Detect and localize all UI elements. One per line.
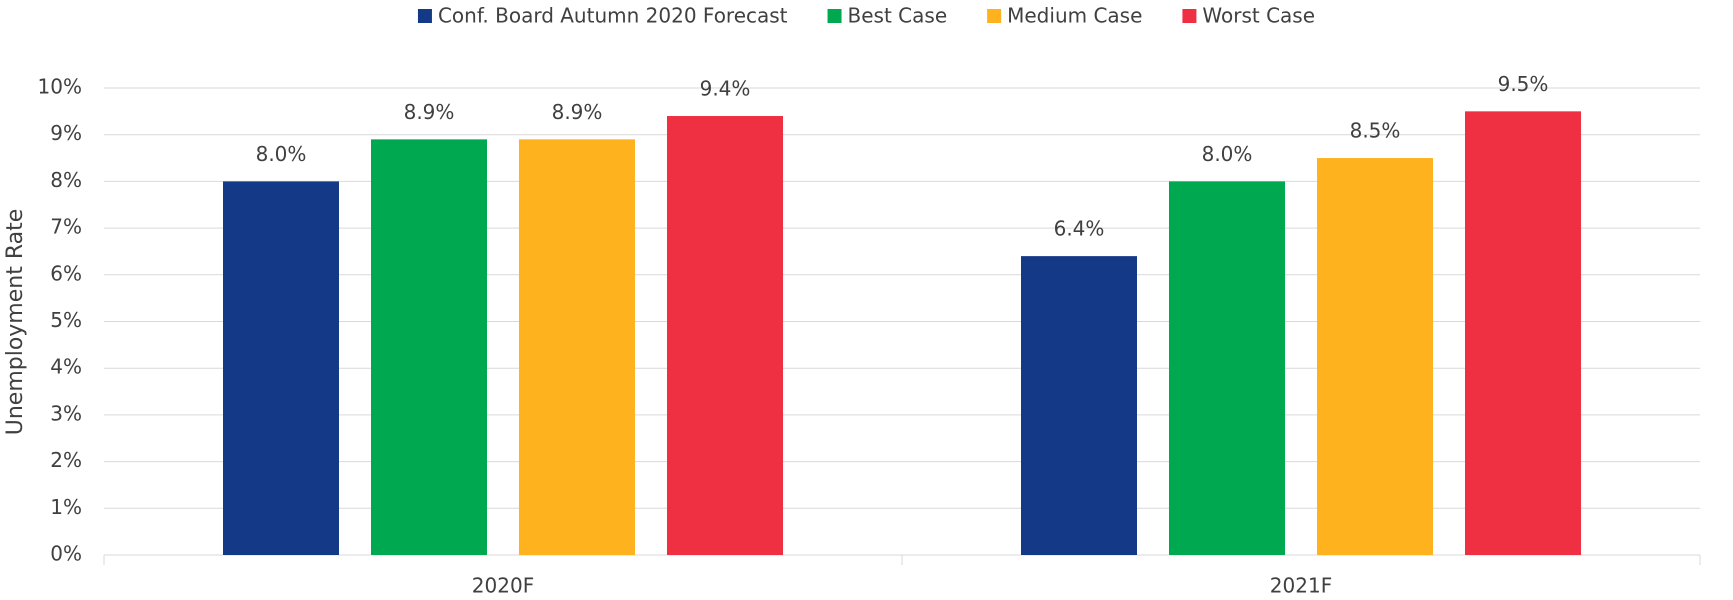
legend-label: Best Case <box>848 4 948 28</box>
legend-swatch <box>987 9 1002 23</box>
data-label: 6.4% <box>1054 217 1105 241</box>
legend-label: Medium Case <box>1007 4 1142 28</box>
y-tick-label: 1% <box>50 495 82 519</box>
legend-swatch <box>417 9 432 23</box>
data-label: 8.0% <box>256 142 307 166</box>
y-tick-label: 4% <box>50 355 82 379</box>
y-tick-label: 5% <box>50 308 82 332</box>
y-tick-label: 6% <box>50 261 82 285</box>
x-tick-label: 2021F <box>1270 574 1332 598</box>
bar <box>519 139 635 555</box>
y-tick-label: 3% <box>50 401 82 425</box>
data-label: 8.0% <box>1202 142 1253 166</box>
legend-swatch <box>1182 9 1197 23</box>
legend-label: Worst Case <box>1202 4 1315 28</box>
y-tick-label: 7% <box>50 215 82 239</box>
bar <box>667 116 783 556</box>
data-label: 8.5% <box>1350 119 1401 143</box>
bar <box>1465 111 1581 555</box>
data-label: 8.9% <box>404 100 455 124</box>
x-tick-label: 2020F <box>472 574 534 598</box>
legend-label: Conf. Board Autumn 2020 Forecast <box>438 4 788 28</box>
y-tick-label: 8% <box>50 168 82 192</box>
data-label: 9.4% <box>700 77 751 101</box>
y-tick-label: 0% <box>50 542 82 566</box>
data-label: 9.5% <box>1498 72 1549 96</box>
y-tick-label: 9% <box>50 121 82 145</box>
bar <box>223 181 339 555</box>
bar <box>1169 181 1285 555</box>
legend-swatch <box>827 9 842 23</box>
y-tick-label: 2% <box>50 448 82 472</box>
bar <box>1021 256 1137 555</box>
bar <box>1317 158 1433 556</box>
data-label: 8.9% <box>552 100 603 124</box>
y-tick-label: 10% <box>38 75 82 99</box>
bar <box>371 139 487 555</box>
y-axis-label: Unemployment Rate <box>3 209 28 436</box>
